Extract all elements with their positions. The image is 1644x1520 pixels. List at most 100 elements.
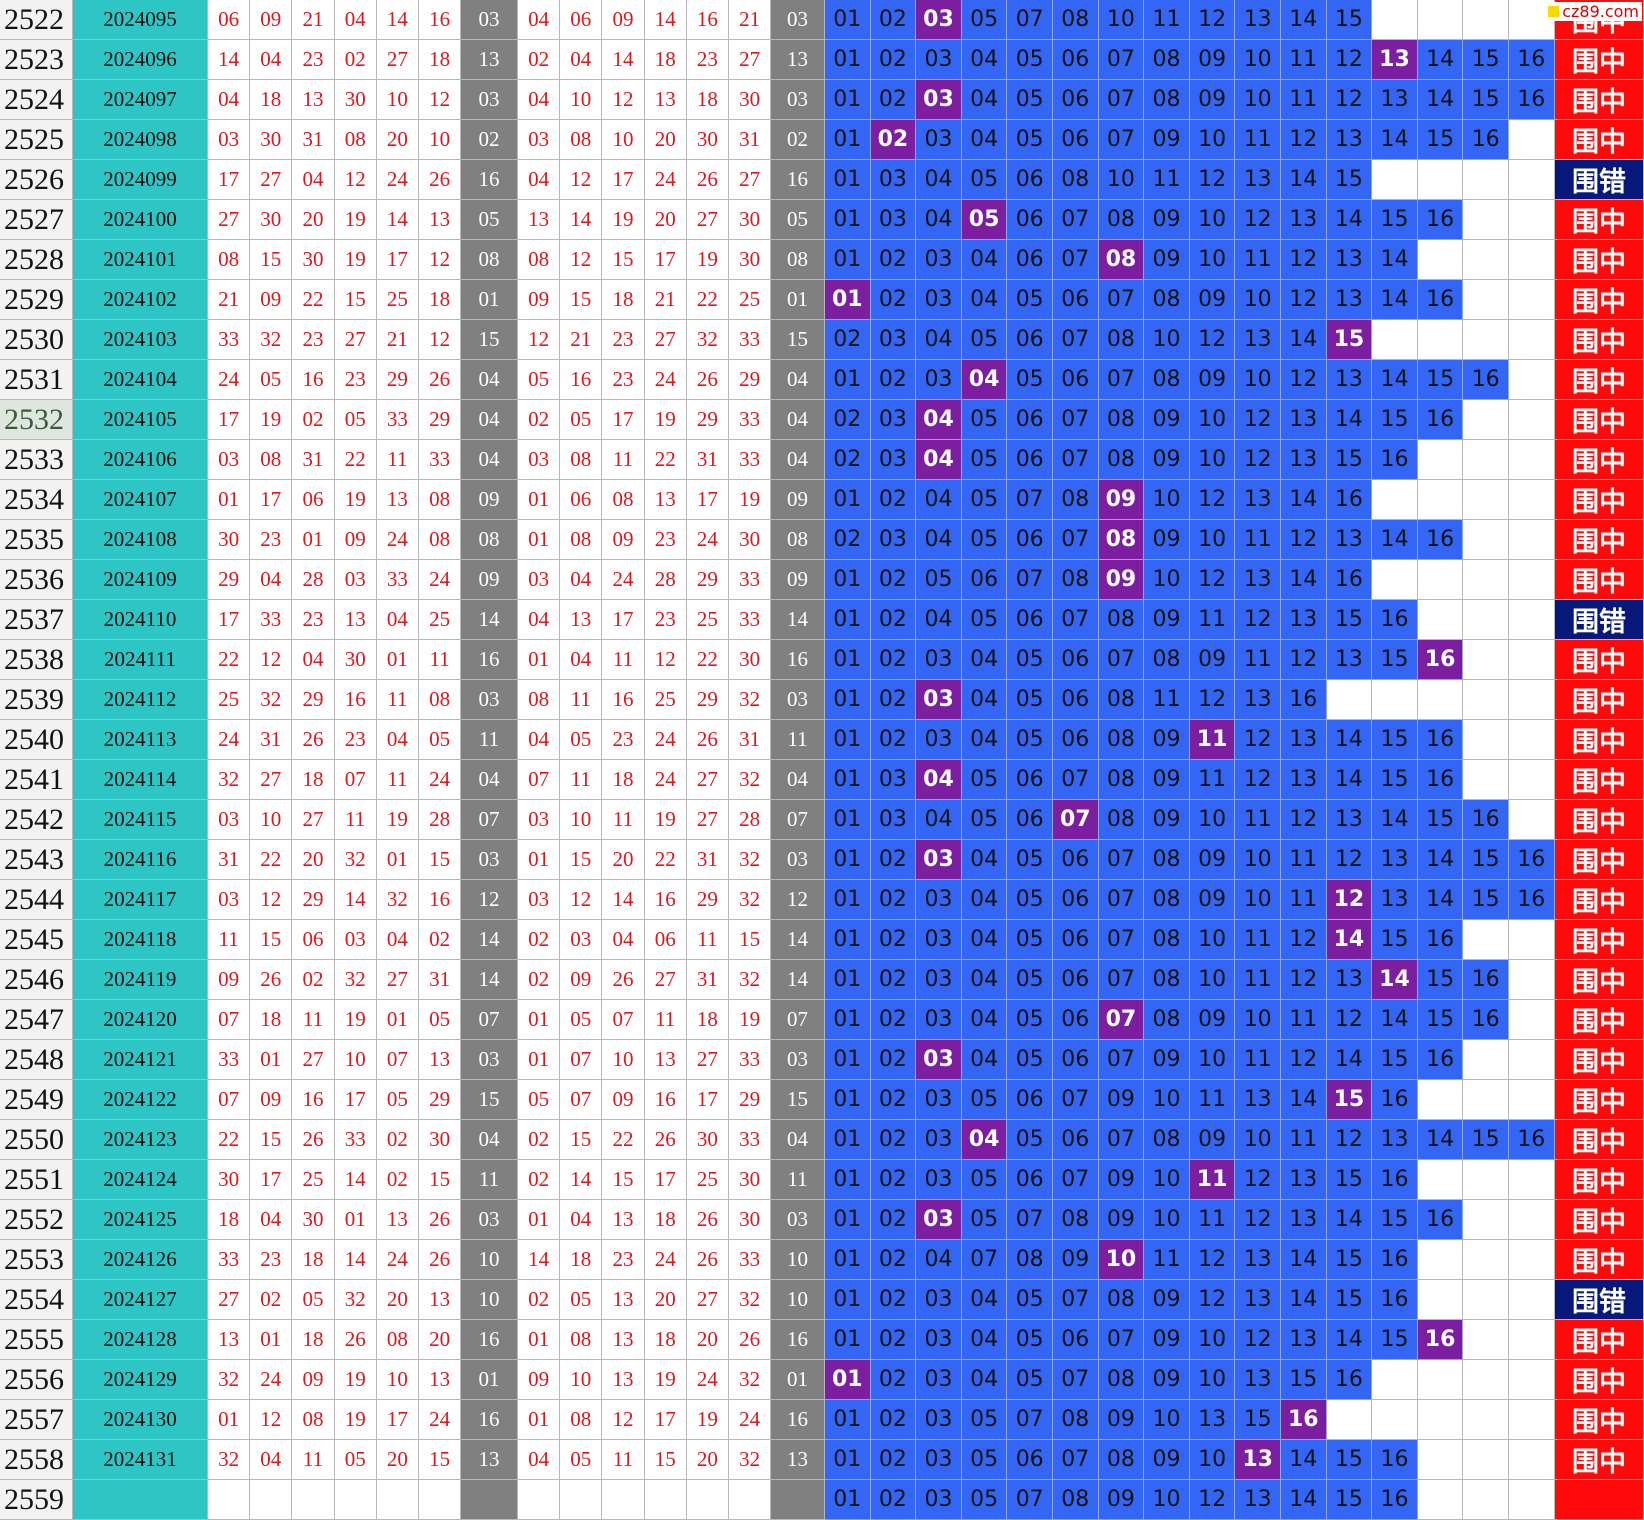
pick-number: 10 [1189,920,1236,960]
draw-number: 11 [292,1440,335,1480]
blue-number: 16 [771,1320,825,1360]
draw-number: 16 [292,360,335,400]
draw-number: 23 [250,520,293,560]
empty-cell [1463,1480,1509,1520]
sorted-number: 30 [686,120,729,160]
pick-number: 14 [1372,960,1418,1000]
pick-number: 01 [825,160,871,200]
pick-number: 15 [1417,960,1464,1000]
pick-number: 06 [1007,440,1053,480]
sorted-number: 23 [602,360,645,400]
pick-number: 01 [825,1200,871,1240]
pick-number: 12 [1235,720,1281,760]
blue-number: 09 [771,480,825,520]
pick-number: 01 [825,1400,871,1440]
pick-number: 11 [1281,1120,1327,1160]
row-number: 2558 [0,1440,73,1480]
draw-number: 33 [419,440,462,480]
draw-number: 21 [208,280,251,320]
blue-number: 03 [461,80,518,120]
pick-number: 07 [961,1240,1008,1280]
sorted-number: 01 [518,640,561,680]
blue-number: 09 [461,560,518,600]
sorted-number: 31 [686,840,729,880]
sorted-number: 24 [602,560,645,600]
sorted-number: 03 [518,440,561,480]
pick-number: 04 [916,400,962,440]
blue-number: 14 [771,920,825,960]
sorted-number: 05 [518,360,561,400]
pick-number: 14 [1326,1200,1373,1240]
pick-number: 01 [825,1280,871,1320]
sorted-number: 17 [686,1080,729,1120]
empty-cell [1509,1360,1555,1400]
draw-number: 27 [376,40,419,80]
pick-number: 01 [825,600,871,640]
pick-number: 08 [1098,800,1145,840]
pick-number: 03 [916,1400,962,1440]
empty-cell [1417,1280,1464,1320]
pick-number: 02 [825,440,871,480]
blue-number: 11 [461,1160,518,1200]
sorted-number: 25 [644,680,687,720]
sorted-number: 28 [644,560,687,600]
pick-number: 13 [1281,720,1327,760]
issue: 2024127 [73,1280,208,1320]
pick-number: 09 [1144,600,1190,640]
empty-cell [1372,0,1418,40]
pick-number: 12 [1235,440,1281,480]
pick-number: 02 [870,600,917,640]
pick-number: 03 [916,1360,962,1400]
pick-number: 11 [1235,240,1281,280]
result: 围中 [1555,880,1644,920]
draw-number: 03 [208,800,251,840]
pick-number: 15 [1326,1280,1373,1320]
row-number: 2544 [0,880,73,920]
pick-number: 02 [870,560,917,600]
issue: 2024116 [73,840,208,880]
pick-number: 16 [1463,800,1509,840]
draw-number: 32 [208,760,251,800]
row-number: 2554 [0,1280,73,1320]
pick-number: 03 [870,440,917,480]
pick-number: 10 [1189,960,1236,1000]
empty-cell [1509,1080,1555,1120]
sorted-number: 23 [602,1240,645,1280]
row-number: 2556 [0,1360,73,1400]
pick-number: 01 [825,640,871,680]
pick-number: 04 [961,1360,1008,1400]
draw-number: 05 [292,1280,335,1320]
draw-number: 01 [208,1400,251,1440]
row-number: 2531 [0,360,73,400]
draw-number: 31 [208,840,251,880]
issue: 2024122 [73,1080,208,1120]
sorted-number: 09 [518,1360,561,1400]
blue-number: 14 [461,960,518,1000]
sorted-number: 13 [602,1280,645,1320]
pick-number: 03 [916,1160,962,1200]
blue-number: 03 [771,680,825,720]
blue-number: 08 [771,240,825,280]
sorted-number: 26 [644,1120,687,1160]
sorted-number: 02 [518,1160,561,1200]
draw-number: 13 [208,1320,251,1360]
issue: 2024125 [73,1200,208,1240]
pick-number: 05 [961,1200,1008,1240]
pick-number: 13 [1281,600,1327,640]
pick-number: 11 [1189,720,1236,760]
pick-number: 10 [1098,160,1145,200]
pick-number: 04 [961,240,1008,280]
pick-number: 03 [916,1080,962,1120]
sorted-number: 20 [686,1320,729,1360]
pick-number: 14 [1326,200,1373,240]
sorted-number: 17 [644,240,687,280]
pick-number: 02 [870,1240,917,1280]
pick-number: 09 [1189,840,1236,880]
pick-number: 02 [870,720,917,760]
empty-cell [1509,1320,1555,1360]
draw-number: 33 [208,1040,251,1080]
sorted-number: 16 [602,680,645,720]
pick-number: 14 [1372,1000,1418,1040]
draw-number: 16 [419,880,462,920]
draw-number: 11 [376,760,419,800]
